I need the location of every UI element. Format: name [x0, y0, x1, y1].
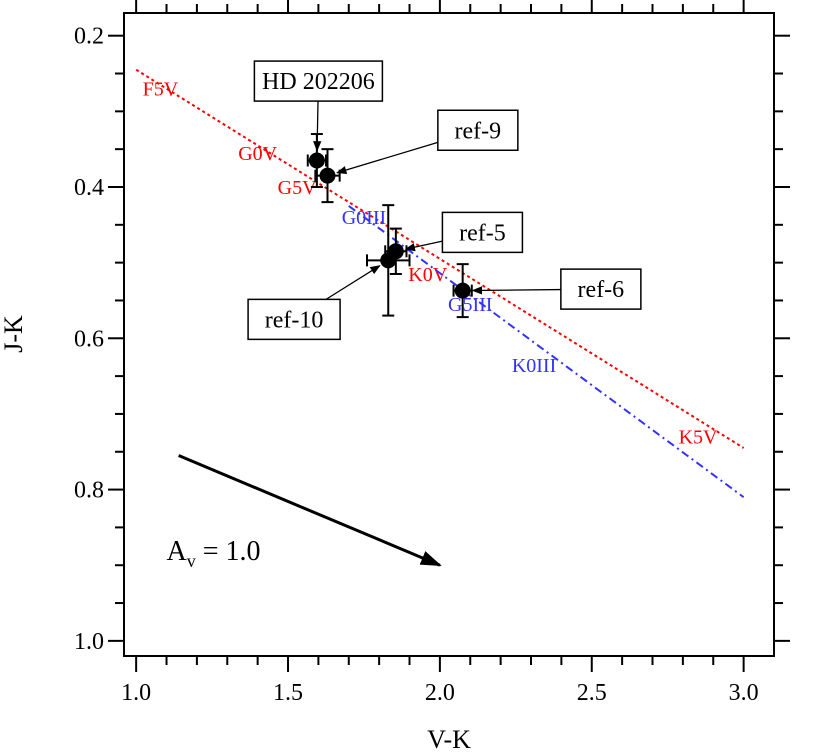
spectral-type-label: K5V: [679, 427, 718, 449]
axis-ticks: [108, 0, 790, 672]
spectral-type-label: G5V: [278, 177, 317, 199]
spectral-type-label: G5III: [448, 294, 492, 316]
annotation-label: ref-10: [265, 307, 324, 333]
data-point: [380, 252, 397, 269]
annotation-box: [441, 211, 524, 254]
plot-frame: [123, 12, 775, 657]
x-tick-label: 2.5: [577, 680, 607, 706]
annotation-leader: [471, 286, 561, 295]
spectral-type-label: F5V: [143, 79, 179, 101]
annotation-label: HD 202206: [262, 69, 375, 95]
y-tick-label: 0.8: [74, 478, 104, 504]
data-point: [454, 282, 471, 299]
spectral-type-label: G0III: [342, 207, 386, 229]
annotation-leader: [336, 141, 439, 175]
annotation-leader: [313, 101, 322, 152]
annotation-box: [437, 109, 519, 152]
x-tick-label: 3.0: [729, 680, 759, 706]
y-axis-label: J-K: [0, 315, 28, 353]
tick-labels: 1.0 1.5 2.0 2.5 3.0 0.2 0.4 0.6 0.8 1.0: [74, 24, 759, 706]
extinction-label-sub: v: [187, 551, 196, 571]
x-tick-label: 1.0: [121, 680, 151, 706]
x-axis-label: V-K: [427, 725, 471, 754]
x-tick-label: 1.5: [273, 680, 303, 706]
extinction-label-value: = 1.0: [196, 536, 261, 567]
y-tick-label: 0.4: [74, 175, 104, 201]
spectral-type-label: K0V: [408, 264, 447, 286]
y-tick-label: 0.2: [74, 24, 104, 50]
data-point: [308, 152, 325, 169]
annotation-label: ref-9: [455, 118, 502, 144]
extinction-arrow: [178, 454, 442, 567]
annotation-box: [247, 298, 341, 341]
annotation-label: ref-5: [459, 220, 506, 246]
extinction-label-main: A: [167, 536, 188, 567]
extinction-label: Av = 1.0: [167, 536, 261, 571]
y-tick-label: 1.0: [74, 629, 104, 655]
sequence-line-1: [348, 205, 745, 498]
y-tick-label: 0.6: [74, 326, 104, 352]
sequence-line-0: [135, 68, 745, 449]
annotation-label: ref-6: [578, 277, 625, 303]
extinction-vector: Av = 1.0: [167, 454, 442, 571]
data-points: [308, 152, 471, 299]
annotation-leader: [325, 265, 381, 300]
annotation-leader: [404, 240, 443, 252]
spectral-type-label: G0V: [238, 143, 277, 165]
x-tick-label: 2.0: [425, 680, 455, 706]
annotations: HD 202206 ref-9 ref-5 ref-10 ref-6: [247, 60, 642, 341]
data-point: [319, 167, 336, 184]
annotation-box: [253, 60, 384, 102]
annotation-box: [560, 268, 642, 310]
spectral-type-label: K0III: [512, 355, 556, 377]
